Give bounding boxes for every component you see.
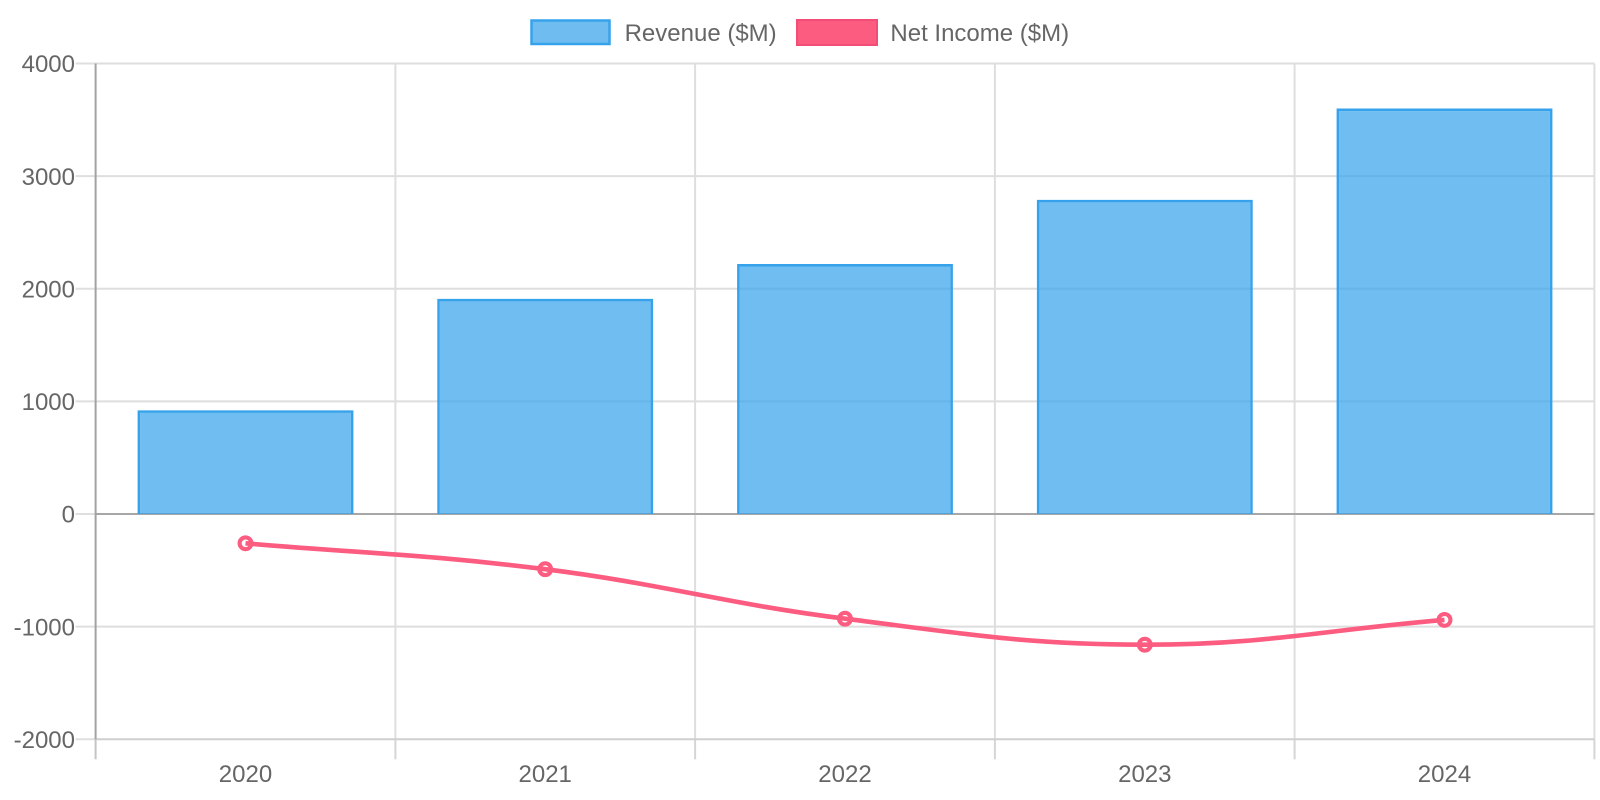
svg-text:Net Income ($M): Net Income ($M) xyxy=(890,20,1069,47)
svg-text:0: 0 xyxy=(62,502,75,529)
svg-text:2023: 2023 xyxy=(1118,761,1171,788)
svg-text:2022: 2022 xyxy=(818,761,871,788)
svg-text:-2000: -2000 xyxy=(14,727,75,754)
svg-text:2024: 2024 xyxy=(1418,761,1471,788)
svg-text:2000: 2000 xyxy=(22,276,75,303)
svg-text:-1000: -1000 xyxy=(14,614,75,641)
svg-text:2020: 2020 xyxy=(219,761,272,788)
svg-text:1000: 1000 xyxy=(22,389,75,416)
svg-text:4000: 4000 xyxy=(22,51,75,78)
svg-text:3000: 3000 xyxy=(22,164,75,191)
svg-text:Revenue ($M): Revenue ($M) xyxy=(625,20,777,47)
svg-text:2021: 2021 xyxy=(519,761,572,788)
